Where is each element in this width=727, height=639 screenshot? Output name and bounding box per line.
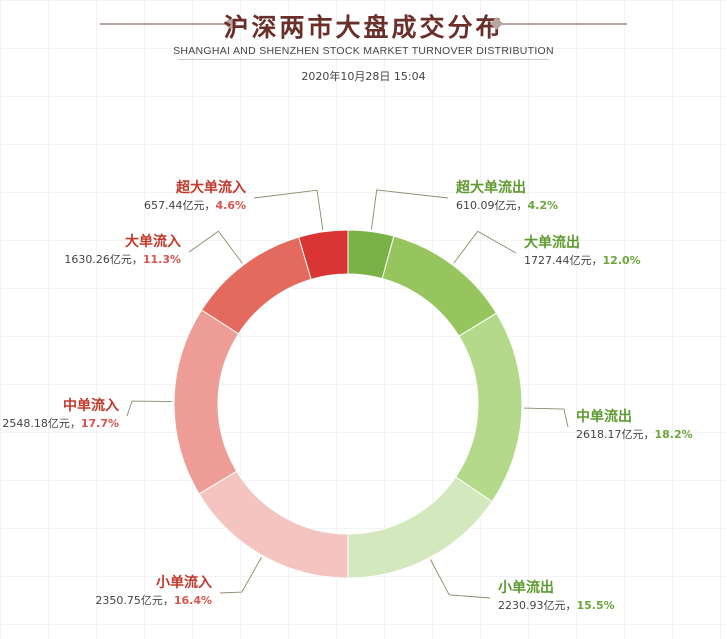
slice-value: 657.44亿元 [143,199,205,212]
slice-percent: 17.7% [80,417,119,430]
slice-percent: 16.4% [173,594,212,607]
slice-value: 2618.17亿元 [576,428,644,441]
donut-slice-outflow-3 [347,476,493,579]
slice-separator: ， [131,253,143,266]
slice-label-outflow-0: 超大单流出 610.09亿元，4.2% [456,181,558,213]
leader-line-outflow-0 [370,189,449,230]
slice-value: 2548.18亿元 [2,417,70,430]
slice-name: 超大单流出 [456,180,526,196]
slice-value: 2350.75亿元 [95,594,163,607]
slice-separator: ， [69,417,81,430]
slice-label-outflow-1: 大单流出 1727.44亿元，12.0% [524,236,641,268]
timestamp: 2020年10月28日 15:04 [301,70,426,83]
chart-header: 沪深两市大盘成交分布 SHANGHAI AND SHENZHEN STOCK M… [0,0,727,100]
title-line-right [495,23,627,25]
slice-value: 2230.93亿元 [498,599,566,612]
slice-value: 610.09亿元 [456,199,517,212]
slice-separator: ， [591,254,603,267]
slice-separator: ， [204,199,216,212]
donut-slice-inflow-5 [173,309,240,495]
leader-line-outflow-2 [523,407,569,428]
donut-slice-inflow-6 [200,236,312,335]
slice-name: 小单流出 [498,580,554,596]
donut-slice-outflow-2 [454,312,523,503]
slice-percent: 11.3% [142,253,181,266]
slice-separator: ， [565,599,577,612]
slice-percent: 12.0% [602,254,641,267]
slice-separator: ， [162,594,174,607]
leader-line-inflow-7 [253,189,324,230]
slice-name: 大单流出 [524,235,580,251]
chart-title: 沪深两市大盘成交分布 [223,13,504,42]
slice-value: 1630.26亿元 [64,253,132,266]
slice-label-inflow-7: 超大单流入 657.44亿元，4.6% [144,181,246,213]
leader-line-outflow-3 [430,559,491,599]
slice-percent: 18.2% [654,428,693,441]
slice-label-outflow-2: 中单流出 2618.17亿元，18.2% [576,410,693,442]
slice-label-inflow-4: 小单流入 2350.75亿元，16.4% [95,576,212,608]
slice-name: 中单流入 [63,398,119,414]
chart-subtitle: SHANGHAI AND SHENZHEN STOCK MARKET TURNO… [173,45,554,57]
leader-line-inflow-5 [126,400,173,417]
slice-separator: ， [516,199,528,212]
donut-slice-inflow-4 [198,470,349,579]
subtitle-divider [178,59,549,60]
slice-label-outflow-3: 小单流出 2230.93亿元，15.5% [498,581,615,613]
slice-name: 中单流出 [576,409,632,425]
slice-label-inflow-6: 大单流入 1630.26亿元，11.3% [64,235,181,267]
donut-slice-outflow-1 [381,235,498,337]
slice-percent: 15.5% [576,599,615,612]
leader-line-inflow-4 [219,557,262,594]
slice-percent: 4.2% [527,199,559,212]
slice-separator: ， [643,428,655,441]
slice-name: 大单流入 [125,234,181,250]
slice-percent: 4.6% [215,199,246,212]
leader-line-inflow-6 [188,230,243,264]
slice-name: 超大单流入 [176,180,246,196]
slice-label-inflow-5: 中单流入 2548.18亿元，17.7% [2,399,119,431]
title-line-left [100,23,232,25]
slice-name: 小单流入 [156,575,212,591]
leader-line-outflow-1 [453,230,517,264]
slice-value: 1727.44亿元 [524,254,592,267]
donut-slice-inflow-7 [298,229,349,280]
